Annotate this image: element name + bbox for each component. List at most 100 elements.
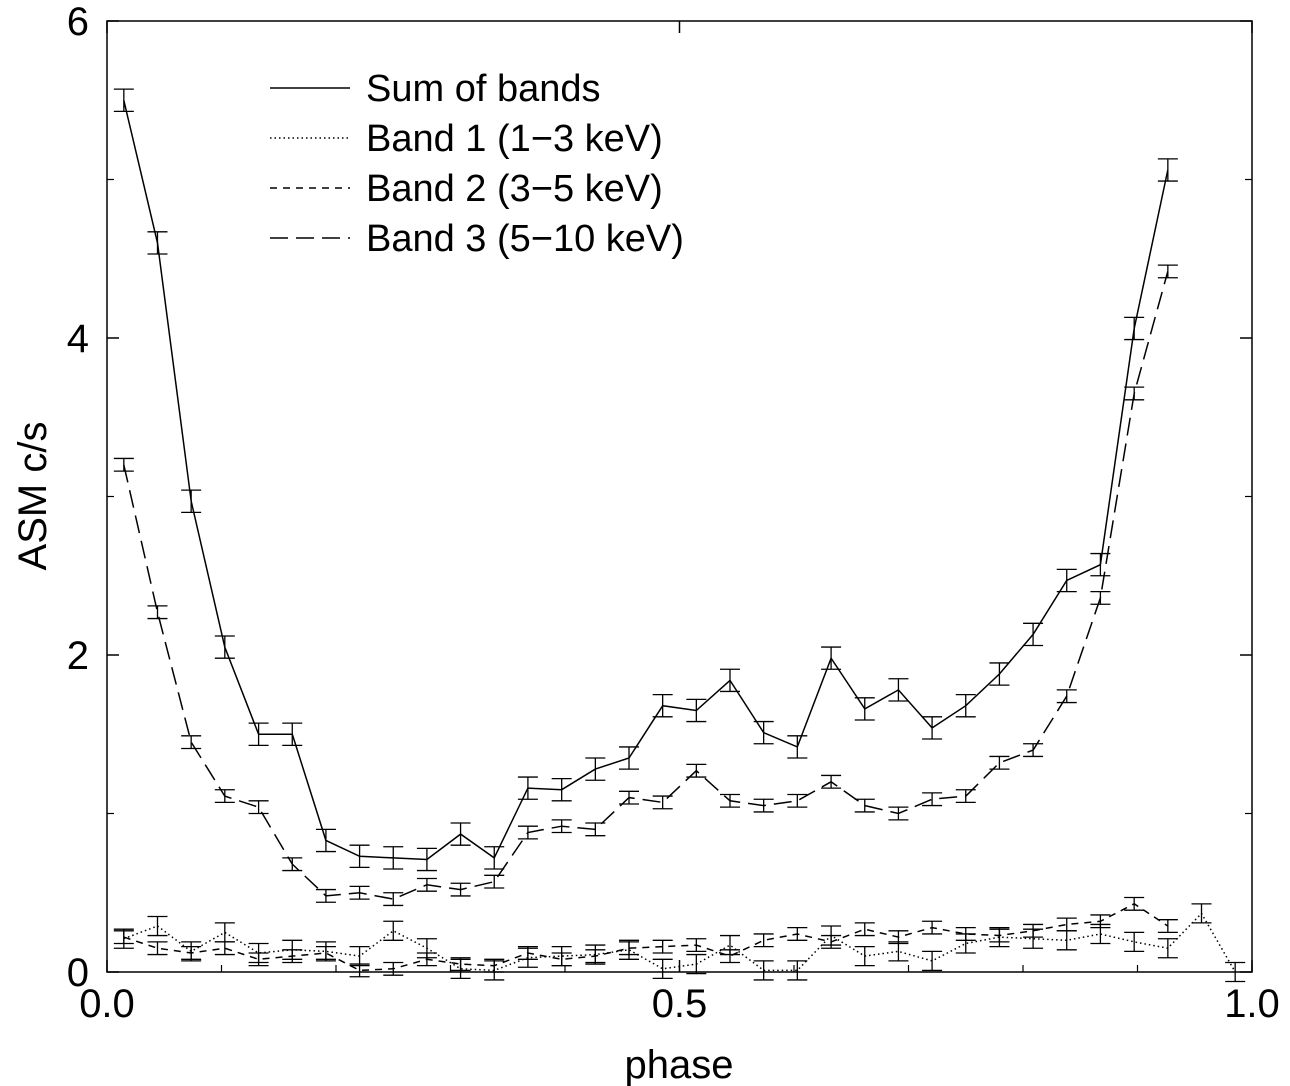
- error-bar: [753, 933, 774, 948]
- error-bar: [383, 920, 404, 941]
- error-bar: [787, 735, 808, 759]
- error-bar: [484, 874, 505, 889]
- error-bar: [147, 941, 168, 956]
- error-bar: [719, 668, 740, 693]
- error-bar: [517, 776, 538, 800]
- error-bar: [551, 777, 572, 802]
- x-tick-label: 1.0: [1224, 982, 1280, 1026]
- error-bar: [214, 789, 235, 804]
- error-bar: [821, 934, 842, 949]
- error-bar: [955, 789, 976, 804]
- error-bar: [248, 722, 269, 746]
- error-bar: [922, 950, 943, 972]
- error-bar: [619, 790, 640, 805]
- series-1: [113, 88, 1178, 872]
- error-bar: [450, 822, 471, 846]
- x-axis-label: phase: [625, 1043, 734, 1086]
- error-bar: [282, 949, 303, 964]
- error-bar: [989, 755, 1010, 770]
- error-bar: [585, 757, 606, 781]
- error-bar: [315, 828, 336, 853]
- error-bar: [248, 952, 269, 967]
- error-bar: [349, 945, 370, 967]
- series-line: [123, 912, 1236, 973]
- error-bar: [686, 698, 707, 723]
- error-bar: [686, 953, 707, 975]
- error-bar: [753, 720, 774, 745]
- error-bar: [1157, 938, 1178, 959]
- error-bar: [753, 960, 774, 981]
- error-bar: [719, 949, 740, 964]
- error-bar: [821, 646, 842, 670]
- error-bar: [1124, 931, 1145, 953]
- error-bar: [686, 763, 707, 778]
- error-bar: [652, 693, 673, 718]
- error-bar: [1023, 743, 1044, 758]
- y-tick-label: 6: [67, 0, 89, 44]
- error-bar: [517, 945, 538, 960]
- error-bar: [551, 952, 572, 967]
- error-bar: [315, 945, 336, 960]
- x-tick-label: 0.0: [79, 982, 135, 1026]
- error-bar: [315, 888, 336, 903]
- error-bar: [1124, 386, 1145, 401]
- error-bar: [585, 949, 606, 964]
- error-bar: [450, 882, 471, 897]
- error-bar: [619, 746, 640, 770]
- error-bar: [248, 800, 269, 815]
- error-bar: [349, 844, 370, 869]
- error-bar: [787, 926, 808, 941]
- error-bar: [181, 945, 202, 960]
- legend: Sum of bands Band 1 (1−3 keV) Band 2 (3−5 …: [270, 68, 684, 260]
- error-bar: [1023, 923, 1044, 938]
- error-bar: [854, 945, 875, 967]
- error-bar: [282, 722, 303, 746]
- series-line: [123, 100, 1169, 861]
- error-bar: [450, 957, 471, 972]
- error-bar: [416, 877, 437, 892]
- error-bar: [1124, 316, 1145, 341]
- error-bar: [922, 716, 943, 740]
- legend-label: Band 3 (5−10 keV): [366, 218, 684, 260]
- x-tick-label: 0.5: [652, 982, 708, 1026]
- plot-frame: [106, 20, 1253, 973]
- error-bar: [349, 963, 370, 978]
- series-line: [123, 902, 1169, 972]
- error-bar: [652, 795, 673, 810]
- error-bar: [719, 793, 740, 808]
- error-bar: [214, 922, 235, 943]
- error-bar: [1056, 689, 1077, 704]
- error-bar: [1225, 961, 1246, 983]
- error-bar: [214, 941, 235, 956]
- error-bar: [1056, 930, 1077, 951]
- error-bar: [1157, 919, 1178, 934]
- error-bar: [1191, 903, 1212, 924]
- error-bar: [147, 231, 168, 255]
- axis-ticks: 0.0 0.5 1.0 0 2 4 6: [67, 0, 1280, 1026]
- error-bar: [1056, 917, 1077, 932]
- error-bar: [113, 88, 134, 112]
- error-bar: [1090, 590, 1111, 605]
- error-bar: [282, 857, 303, 872]
- series-4: [113, 264, 1178, 907]
- error-bar: [888, 930, 909, 945]
- error-bar: [652, 939, 673, 954]
- y-tick-label: 0: [67, 951, 89, 995]
- legend-label: Band 2 (3−5 keV): [366, 168, 663, 210]
- y-tick-label: 4: [67, 317, 89, 361]
- error-bar: [416, 952, 437, 967]
- error-bar: [854, 922, 875, 937]
- error-bar: [1157, 264, 1178, 279]
- error-bar: [551, 819, 572, 834]
- error-bar: [753, 798, 774, 813]
- error-bar: [1157, 158, 1178, 182]
- error-bar: [181, 489, 202, 513]
- error-bar: [147, 915, 168, 937]
- error-bar: [585, 822, 606, 837]
- legend-label: Band 1 (1−3 keV): [366, 118, 663, 160]
- error-bar: [821, 774, 842, 789]
- error-bar: [1023, 622, 1044, 647]
- y-axis-label: ASM c/s: [11, 422, 55, 571]
- error-bar: [955, 926, 976, 941]
- error-bar: [955, 693, 976, 718]
